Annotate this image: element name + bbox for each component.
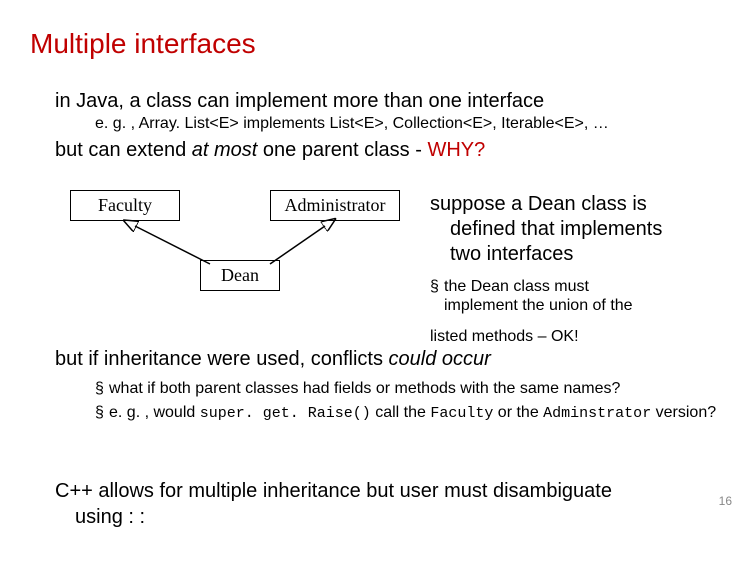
- conflict-sub-bullets: § what if both parent classes had fields…: [95, 378, 736, 426]
- cpp-line2: using : :: [55, 504, 736, 530]
- union-bullet: § the Dean class must implement the unio…: [430, 278, 736, 316]
- content-top: in Java, a class can implement more than…: [55, 90, 736, 164]
- atmost: at most: [192, 139, 258, 161]
- inheritance-diagram: Faculty Administrator Dean: [60, 190, 420, 310]
- extend-a: but can extend: [55, 139, 192, 161]
- sub2-e: or the: [493, 404, 543, 421]
- faculty-mono: Faculty: [430, 405, 493, 422]
- bullet-icon: §: [95, 378, 109, 400]
- sub2-a: e. g. , would: [109, 404, 200, 421]
- could-occur: could occur: [389, 348, 491, 370]
- extend-line: but can extend at most one parent class …: [55, 139, 736, 162]
- suppose-paragraph: suppose a Dean class is defined that imp…: [430, 192, 736, 267]
- sub2-c: call the: [371, 404, 431, 421]
- slide-title: Multiple interfaces: [30, 28, 256, 60]
- conflict-line: but if inheritance were used, conflicts …: [55, 348, 491, 371]
- administrator-mono: Adminstrator: [543, 405, 651, 422]
- union-line1: the Dean class must: [444, 278, 589, 296]
- super-getraise: super. get. Raise(): [200, 405, 371, 422]
- sub2-g: version?: [651, 404, 716, 421]
- cpp-paragraph: C++ allows for multiple inheritance but …: [55, 478, 736, 530]
- bullet-icon: §: [95, 402, 109, 424]
- conflict-a: but if inheritance were used, conflicts: [55, 348, 389, 370]
- administrator-box: Administrator: [270, 190, 400, 221]
- java-interface-line: in Java, a class can implement more than…: [55, 90, 736, 113]
- bullet-spacer: [430, 297, 444, 315]
- arraylist-example: e. g. , Array. List<E> implements List<E…: [95, 115, 736, 133]
- suppose-line2: defined that implements: [430, 217, 736, 242]
- union-line3: listed methods – OK!: [430, 328, 579, 346]
- suppose-line1: suppose a Dean class is: [430, 192, 736, 217]
- why-text: WHY?: [427, 139, 485, 161]
- union-line2: implement the union of the: [444, 297, 633, 315]
- faculty-box: Faculty: [70, 190, 180, 221]
- suppose-line3: two interfaces: [430, 242, 736, 267]
- cpp-line1: C++ allows for multiple inheritance but …: [55, 478, 736, 504]
- bullet-icon: §: [430, 278, 444, 296]
- sub-bullet-2: e. g. , would super. get. Raise() call t…: [109, 402, 716, 424]
- sub-bullet-1: what if both parent classes had fields o…: [109, 378, 620, 400]
- page-number: 16: [719, 494, 732, 508]
- dean-box: Dean: [200, 260, 280, 291]
- extend-c: one parent class -: [257, 139, 427, 161]
